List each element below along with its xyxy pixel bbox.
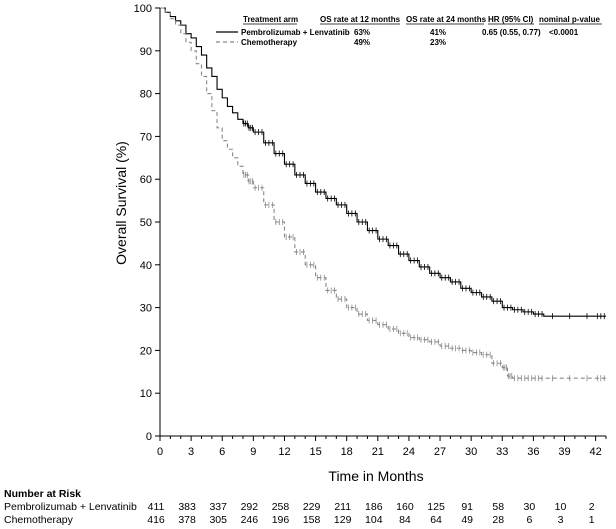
risk-value: 411 bbox=[148, 501, 165, 513]
legend-os12-pembrolizumab: 63% bbox=[354, 28, 370, 37]
legend-header-arm: Treatment arm bbox=[243, 15, 298, 24]
risk-value: 49 bbox=[461, 514, 473, 526]
risk-value: 258 bbox=[272, 501, 290, 513]
y-tick-label: 90 bbox=[140, 46, 152, 58]
legend-header-hr: HR (95% CI) bbox=[488, 15, 534, 24]
y-tick-label: 40 bbox=[140, 260, 152, 272]
x-tick-label: 3 bbox=[188, 446, 194, 458]
risk-value: 378 bbox=[178, 514, 196, 526]
risk-value: 125 bbox=[427, 501, 445, 513]
risk-value: 91 bbox=[461, 501, 473, 513]
legend-hr-pembrolizumab: 0.65 (0.55, 0.77) bbox=[482, 28, 541, 37]
risk-value: 337 bbox=[209, 501, 227, 513]
x-tick-label: 36 bbox=[527, 446, 539, 458]
y-tick-label: 20 bbox=[140, 345, 152, 357]
risk-value: 158 bbox=[303, 514, 321, 526]
risk-row-label-pembrolizumab: Pembrolizumab + Lenvatinib bbox=[4, 501, 137, 513]
risk-value: 416 bbox=[147, 514, 165, 526]
y-tick-label: 0 bbox=[146, 431, 152, 443]
legend-p-pembrolizumab: <0.0001 bbox=[549, 28, 579, 37]
survival-curves bbox=[160, 7, 606, 382]
x-axis-title: Time in Months bbox=[328, 468, 423, 484]
y-tick-label: 50 bbox=[140, 217, 152, 229]
risk-value: 64 bbox=[430, 514, 442, 526]
risk-value: 58 bbox=[492, 501, 504, 513]
risk-value: 28 bbox=[492, 514, 504, 526]
legend-os12-chemotherapy: 49% bbox=[354, 38, 370, 47]
x-tick-label: 24 bbox=[403, 446, 415, 458]
x-tick-label: 39 bbox=[558, 446, 570, 458]
y-tick-label: 10 bbox=[140, 388, 152, 400]
risk-table-values: 411 383 337 292 258 229 211 186 160 125 91 58 30 10 24… bbox=[147, 501, 594, 526]
risk-value: 30 bbox=[524, 501, 536, 513]
risk-value: 84 bbox=[399, 514, 411, 526]
legend-header-p: nominal p-value bbox=[539, 15, 600, 24]
risk-value: 292 bbox=[241, 501, 259, 513]
risk-value: 104 bbox=[365, 514, 383, 526]
legend-label-chemotherapy: Chemotherapy bbox=[241, 38, 298, 47]
risk-value: 10 bbox=[555, 501, 567, 513]
y-tick-label: 80 bbox=[140, 89, 152, 101]
axes bbox=[159, 8, 606, 437]
risk-value: 160 bbox=[396, 501, 414, 513]
risk-value: 6 bbox=[526, 514, 532, 526]
x-tick-label: 0 bbox=[157, 446, 163, 458]
x-tick-label: 9 bbox=[250, 446, 256, 458]
legend-label-pembrolizumab: Pembrolizumab + Lenvatinib bbox=[241, 28, 350, 37]
x-tick-label: 18 bbox=[341, 446, 353, 458]
risk-value: 196 bbox=[272, 514, 290, 526]
y-axis-ticks: 0 10 20 30 40 50 60 70 80 90 100 bbox=[134, 3, 160, 443]
x-tick-label: 42 bbox=[590, 446, 602, 458]
risk-value: 383 bbox=[178, 501, 196, 513]
risk-row-label-chemotherapy: Chemotherapy bbox=[4, 514, 74, 526]
curve-pembrolizumab-lenvatinib bbox=[160, 7, 606, 317]
risk-value: 129 bbox=[334, 514, 352, 526]
risk-value: 211 bbox=[334, 501, 351, 513]
y-tick-label: 100 bbox=[134, 3, 152, 15]
risk-value: 3 bbox=[558, 514, 564, 526]
x-tick-label: 15 bbox=[309, 446, 321, 458]
legend-header-os12: OS rate at 12 months bbox=[320, 15, 401, 24]
x-tick-label: 12 bbox=[278, 446, 290, 458]
risk-value: 2 bbox=[589, 501, 595, 513]
y-tick-label: 60 bbox=[140, 174, 152, 186]
x-tick-label: 33 bbox=[496, 446, 508, 458]
risk-table-title: Number at Risk bbox=[4, 488, 81, 500]
risk-value: 305 bbox=[209, 514, 227, 526]
legend-os24-pembrolizumab: 41% bbox=[430, 28, 446, 37]
x-axis-ticks: 0 3 6 9 12 15 18 21 24 27 30 33 36 39 42 bbox=[157, 436, 607, 458]
risk-table: Number at Risk Pembrolizumab + Lenvatini… bbox=[4, 488, 595, 526]
x-tick-label: 6 bbox=[219, 446, 225, 458]
legend-header-os24: OS rate at 24 months bbox=[406, 15, 487, 24]
y-tick-label: 70 bbox=[140, 131, 152, 143]
x-tick-label: 21 bbox=[372, 446, 384, 458]
x-tick-label: 30 bbox=[465, 446, 477, 458]
y-axis-title: Overall Survival (%) bbox=[113, 141, 129, 265]
risk-value: 229 bbox=[303, 501, 321, 513]
y-tick-label: 30 bbox=[140, 303, 152, 315]
legend-os24-chemotherapy: 23% bbox=[430, 38, 446, 47]
risk-value: 1 bbox=[589, 514, 595, 526]
x-tick-label: 27 bbox=[434, 446, 446, 458]
legend: Treatment arm OS rate at 12 months OS ra… bbox=[216, 15, 602, 47]
risk-value: 246 bbox=[241, 514, 259, 526]
risk-value: 186 bbox=[365, 501, 383, 513]
